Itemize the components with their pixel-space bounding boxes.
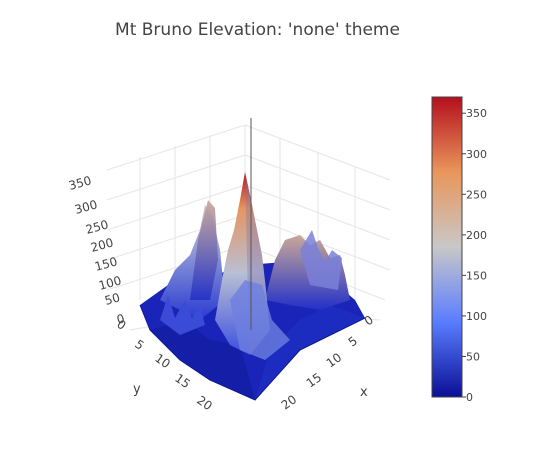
z-tick-label: 250 bbox=[84, 217, 110, 236]
z-tick-label: 300 bbox=[73, 197, 99, 216]
colorbar-tick-label: 300 bbox=[466, 148, 487, 161]
colorbar-tick-label: 250 bbox=[466, 188, 487, 201]
y-tick-label: 15 bbox=[172, 371, 193, 391]
y-axis-title: y bbox=[133, 382, 141, 397]
colorbar-tick-label: 200 bbox=[466, 229, 487, 242]
z-tick-label: 100 bbox=[97, 273, 123, 292]
surface-edge bbox=[139, 304, 366, 401]
front-lobe bbox=[230, 280, 290, 360]
z-tick-label: 0 bbox=[115, 311, 126, 327]
right-small-peaks bbox=[300, 230, 342, 290]
colorbar: 0 50 100 150 200 250 300 350 bbox=[431, 96, 487, 404]
surface-front-left bbox=[150, 320, 255, 400]
surface-front-right bbox=[255, 305, 365, 400]
z-tick-label: 50 bbox=[103, 290, 121, 307]
left-ridge-back bbox=[190, 200, 218, 300]
colorbar-tick-label: 100 bbox=[466, 310, 487, 323]
x-tick-label: 15 bbox=[304, 370, 325, 390]
colorbar-tick-label: 50 bbox=[466, 350, 480, 363]
z-tick-label: 150 bbox=[93, 254, 119, 273]
z-axis: 0 50 100 150 200 250 300 350 bbox=[67, 173, 126, 326]
colorbar-tick-label: 150 bbox=[466, 269, 487, 282]
colorbar-tick-label: 350 bbox=[466, 107, 487, 120]
colorbar-gradient bbox=[431, 96, 463, 398]
x-tick-label: 5 bbox=[346, 334, 360, 350]
colorbar-tick-label: 0 bbox=[466, 391, 473, 404]
chart-title: Mt Bruno Elevation: 'none' theme bbox=[115, 20, 400, 40]
x-tick-label: 0 bbox=[362, 313, 376, 329]
z-tick-label: 200 bbox=[89, 235, 115, 254]
x-tick-label: 10 bbox=[324, 350, 345, 370]
y-tick-label: 20 bbox=[194, 393, 215, 413]
y-tick-label: 10 bbox=[152, 351, 173, 371]
foreground-spikes bbox=[160, 295, 205, 335]
x-tick-label: 20 bbox=[279, 392, 300, 412]
z-tick-label: 350 bbox=[67, 173, 93, 192]
x-axis-title: x bbox=[360, 385, 368, 400]
y-tick-label: 5 bbox=[132, 337, 146, 353]
